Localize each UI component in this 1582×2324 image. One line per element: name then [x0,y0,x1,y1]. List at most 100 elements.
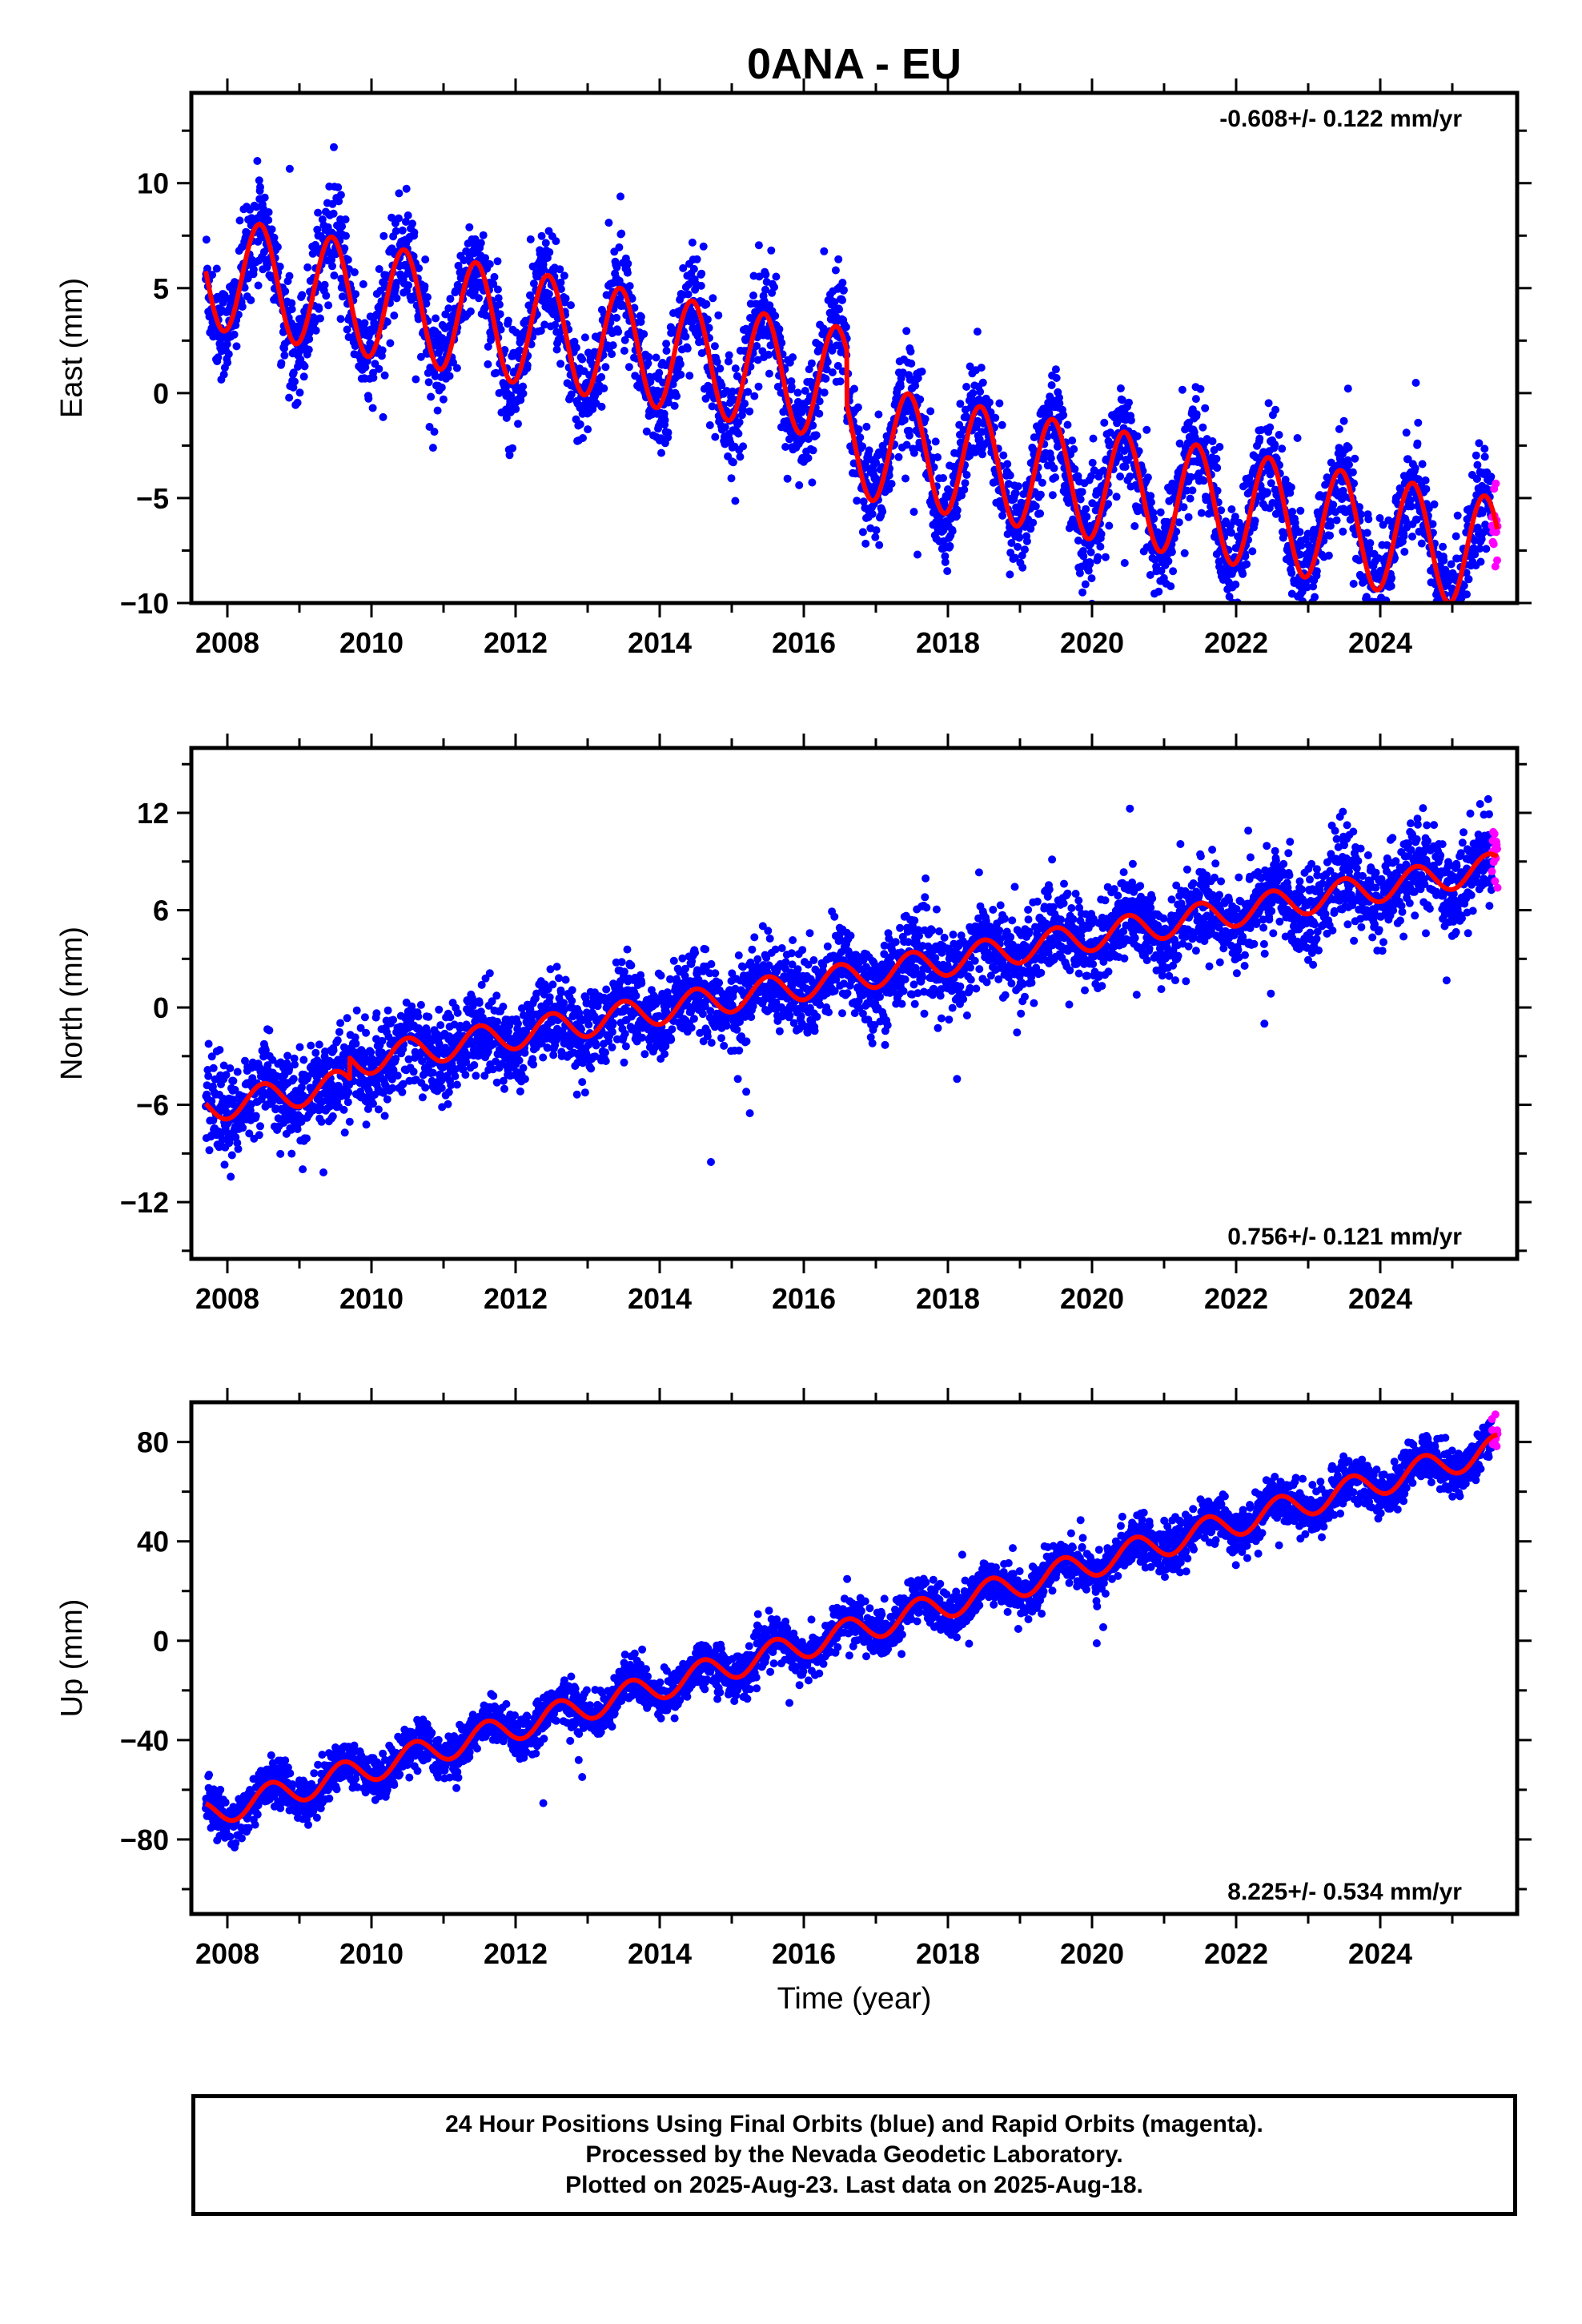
data-point [689,264,698,273]
data-point [470,1061,479,1069]
data-point [736,452,745,461]
data-point [1105,521,1114,530]
data-point [850,384,858,393]
data-point [998,420,1006,429]
data-point [247,296,255,304]
data-point [238,303,247,311]
data-point [336,191,345,199]
data-point [379,231,388,240]
data-point [392,294,401,303]
data-point [273,243,282,251]
data-point [1051,365,1060,374]
data-point [267,225,276,234]
data-point [343,325,351,334]
data-point [1266,423,1275,432]
data-point [383,317,391,326]
data-point [781,443,790,451]
data-point [508,444,517,452]
data-point [1100,418,1109,427]
data-point [660,409,669,418]
data-point [340,244,349,253]
data-point [1212,454,1221,463]
data-point [1439,556,1448,565]
x-tick-label: 2024 [1348,626,1412,659]
data-point [934,453,942,461]
data-point [276,1149,285,1158]
data-point [1456,621,1464,629]
data-point [453,1008,462,1017]
data-point [345,1117,354,1126]
data-point [476,239,485,247]
data-point [1335,424,1343,433]
data-point [1271,405,1280,414]
data-point [1031,502,1040,511]
data-point [264,215,273,224]
data-point [804,454,813,462]
data-point [1096,542,1105,551]
data-point [1078,588,1087,597]
data-point [390,312,399,320]
data-point [834,255,843,263]
data-point [1133,432,1142,440]
data-point [909,448,918,457]
data-point [432,314,440,323]
data-point [410,228,419,237]
data-point [931,437,940,446]
data-point [512,404,520,413]
data-point [580,333,589,342]
data-point [252,203,261,211]
data-point [492,991,501,1000]
data-point [1326,521,1335,530]
data-point [1018,563,1027,572]
data-point [1036,509,1045,518]
data-point [1287,569,1296,577]
data-point [329,1046,338,1055]
data-point [664,428,673,437]
data-point [1255,434,1264,443]
data-point [1480,452,1489,461]
data-point [475,999,484,1007]
data-point [329,209,338,218]
data-point [260,193,269,202]
data-point [226,1064,235,1072]
data-point [299,372,308,381]
chart-title: 0ANA - EU [747,40,962,88]
data-point [1363,610,1371,618]
data-point [1278,444,1287,453]
data-point [1369,613,1377,621]
data-point [985,398,994,407]
data-point [1445,616,1453,624]
data-point [227,1151,236,1160]
data-point [360,319,369,328]
data-point [502,413,511,422]
panel-north: 2008 2010 2012 2014 2016 2018 2020 2022 2024−12−… [55,734,1532,1315]
data-point [1374,618,1382,626]
data-point [616,192,624,201]
data-point [859,497,868,506]
data-point [1428,617,1436,625]
data-point [1197,509,1206,517]
data-point [437,383,446,392]
data-point [330,271,339,279]
data-point [853,403,862,412]
data-point [887,480,896,489]
data-point [812,431,821,440]
data-point [313,225,322,234]
data-point [710,342,719,351]
data-point [1296,506,1305,515]
data-point [841,323,850,332]
data-point [688,238,697,247]
data-point [597,402,606,411]
data-point [943,567,952,576]
data-point [1456,616,1464,624]
data-point [445,372,454,380]
data-point [705,421,714,429]
data-point [223,340,231,348]
data-point [424,1012,433,1021]
data-point [604,219,613,227]
data-point [461,1071,470,1080]
data-point [620,336,629,344]
data-point [854,425,863,434]
data-point [234,1144,243,1153]
data-point [391,227,400,235]
